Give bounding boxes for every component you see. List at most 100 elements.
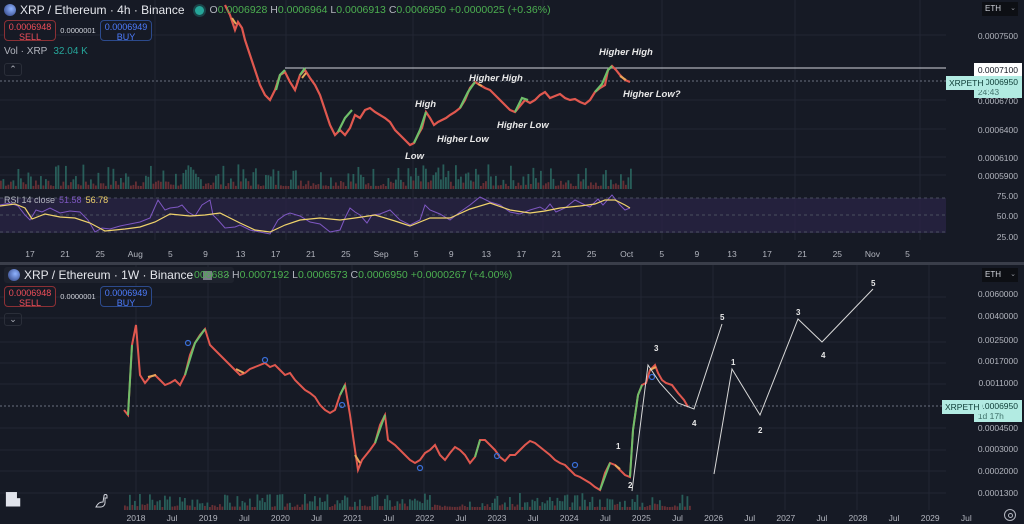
buy-button[interactable]: 0.0006949 BUY <box>100 20 152 42</box>
volume-legend[interactable]: Vol · XRP 32.04 K <box>4 46 88 57</box>
flag-icon[interactable] <box>203 270 213 280</box>
volume-bars-1w <box>124 493 691 510</box>
time-tick: Oct <box>620 249 634 259</box>
currency-selector[interactable]: ETH ⌄ <box>982 2 1018 16</box>
time-tick: 21 <box>306 249 316 259</box>
time-tick: 2019 <box>198 513 218 523</box>
time-tick: 2029 <box>920 513 940 523</box>
time-tick: Jul <box>744 513 756 523</box>
time-tick: Jul <box>888 513 900 523</box>
time-tick: 5 <box>413 249 419 259</box>
sell-button[interactable]: 0.0006948 SELL <box>4 286 56 308</box>
ohlc-values-1w: 006683 H0.0007192 L0.0006573 C0.0006950 … <box>194 269 513 281</box>
wave-label-3[interactable]: 3 <box>654 344 659 353</box>
horizontal-line-price-tag[interactable]: 0.0007100 <box>973 63 1022 77</box>
chevron-down-icon: ⌄ <box>9 314 17 324</box>
candlestick-chart-4h[interactable] <box>0 0 1024 262</box>
buy-button[interactable]: 0.0006949 BUY <box>100 286 152 308</box>
time-tick: 17 <box>270 249 281 259</box>
symbol-legend-4h[interactable]: XRP / Ethereum · 4h · Binance O0.0006928… <box>4 3 551 17</box>
time-tick: 5 <box>168 249 173 259</box>
time-tick: Jul <box>816 513 828 523</box>
annotation-high[interactable]: High <box>415 99 437 110</box>
time-tick: Sep <box>373 249 389 259</box>
annotation-higher-low-1[interactable]: Higher Low <box>437 134 489 145</box>
currency-selector[interactable]: ETH ⌄ <box>982 268 1018 282</box>
time-tick: 2018 <box>126 513 146 523</box>
time-tick: Jul <box>455 513 467 523</box>
xrp-logo-icon <box>4 4 16 16</box>
wave-label-5[interactable]: 5 <box>720 313 725 322</box>
wave-label-1-projected[interactable]: 1 <box>731 358 736 367</box>
time-tick: 5 <box>659 249 665 259</box>
time-tick: 2023 <box>487 513 507 523</box>
spread-value: 0.0000001 <box>60 26 96 35</box>
time-tick: 25 <box>586 249 597 259</box>
settings-icon[interactable] <box>1004 509 1016 521</box>
chart-pane-1w[interactable]: XRP / Ethereum · 1W · Binance ··· 006683… <box>0 265 1024 524</box>
pane-divider[interactable] <box>0 262 1024 265</box>
trade-panel-1w: 0.0006948 SELL 0.0000001 0.0006949 BUY <box>4 286 152 308</box>
expand-legend-button[interactable]: ⌄ <box>4 313 22 326</box>
time-tick: 25 <box>95 249 105 259</box>
xrp-logo-icon <box>8 269 20 281</box>
time-tick: 2027 <box>776 513 796 523</box>
chevron-up-icon: ⌃ <box>9 64 17 74</box>
wave-label-5-projected[interactable]: 5 <box>871 279 876 288</box>
time-tick: Jul <box>672 513 683 523</box>
time-tick: 21 <box>60 249 70 259</box>
time-tick: 17 <box>25 249 35 259</box>
annotation-higher-low-2[interactable]: Higher Low <box>497 120 549 131</box>
rsi-legend[interactable]: RSI 14 close 51.58 56.78 <box>4 195 109 205</box>
sell-button[interactable]: 0.0006948 SELL <box>4 20 56 42</box>
annotation-higher-low-question[interactable]: Higher Low? <box>623 89 681 100</box>
trade-panel-4h: 0.0006948 SELL 0.0000001 0.0006949 BUY <box>4 20 152 42</box>
wave-label-2[interactable]: 2 <box>628 481 633 490</box>
wave-label-1[interactable]: 1 <box>616 442 621 451</box>
collapse-legend-button[interactable]: ⌃ <box>4 63 22 76</box>
time-tick: 2026 <box>704 513 724 523</box>
time-tick: Jul <box>166 513 178 523</box>
time-tick: Jul <box>383 513 395 523</box>
time-tick: Jul <box>238 513 250 523</box>
time-axis-1w[interactable]: 2018 Jul 2019 Jul 2020 Jul 2021 Jul 2022 Jul 2023 J… <box>0 513 1024 524</box>
time-axis-4h[interactable]: 17 21 25 Aug 5 9 13 17 21 25 Sep 5 9 13 17 21 25 Oct 5 9 13 1… <box>0 249 1024 262</box>
chart-pane-4h[interactable]: XRP / Ethereum · 4h · Binance O0.0006928… <box>0 0 1024 262</box>
annotation-low[interactable]: Low <box>405 151 424 162</box>
time-tick: 17 <box>516 249 527 259</box>
time-tick: 9 <box>448 249 454 259</box>
wave-label-4-projected[interactable]: 4 <box>821 351 826 360</box>
time-tick: Jul <box>311 513 322 523</box>
symbol-title[interactable]: XRP / Ethereum · 1W · Binance <box>24 268 194 282</box>
chevron-down-icon: ⌄ <box>1010 5 1016 12</box>
time-tick: 21 <box>797 249 807 259</box>
symbol-price-label: XRPETH <box>942 400 983 414</box>
ohlc-values: O0.0006928 H0.0006964 L0.0006913 C0.0006… <box>209 4 551 16</box>
time-tick: 2022 <box>415 513 435 523</box>
annotation-higher-high-2[interactable]: Higher High <box>599 47 653 58</box>
symbol-title[interactable]: XRP / Ethereum · 4h · Binance <box>20 3 185 17</box>
time-tick: 17 <box>762 249 772 259</box>
symbol-legend-1w[interactable]: XRP / Ethereum · 1W · Binance ··· <box>4 267 235 283</box>
more-options-icon[interactable]: ··· <box>220 269 231 281</box>
candlestick-chart-1w[interactable] <box>0 265 1024 524</box>
time-tick: Aug <box>127 249 143 259</box>
time-tick: Jul <box>960 513 972 523</box>
price-axis-4h[interactable]: ETH ⌄ 0.0007500 0.0007100 0.0006950 24:43… <box>948 0 1024 242</box>
time-tick: 2025 <box>631 513 651 523</box>
annotation-higher-high-1[interactable]: Higher High <box>469 73 523 84</box>
chevron-down-icon: ⌄ <box>1010 271 1016 278</box>
price-axis-1w[interactable]: ETH ⌄ 0.0060000 0.0040000 0.0025000 0.001… <box>948 265 1024 510</box>
dinosaur-icon[interactable] <box>94 491 112 509</box>
wave-label-3-projected[interactable]: 3 <box>796 308 801 317</box>
wave-label-4[interactable]: 4 <box>692 419 697 428</box>
time-tick: 9 <box>203 249 208 259</box>
market-status-icon <box>194 5 204 15</box>
time-tick: 2021 <box>343 513 363 523</box>
wave-label-2-projected[interactable]: 2 <box>758 426 763 435</box>
tradingview-logo[interactable]: ▇▖ <box>6 490 25 506</box>
time-tick: 13 <box>235 249 246 259</box>
time-tick: 13 <box>727 249 737 259</box>
time-tick: 2020 <box>270 513 290 523</box>
last-price-tag: 0.0006950 1d 17h <box>973 400 1022 422</box>
